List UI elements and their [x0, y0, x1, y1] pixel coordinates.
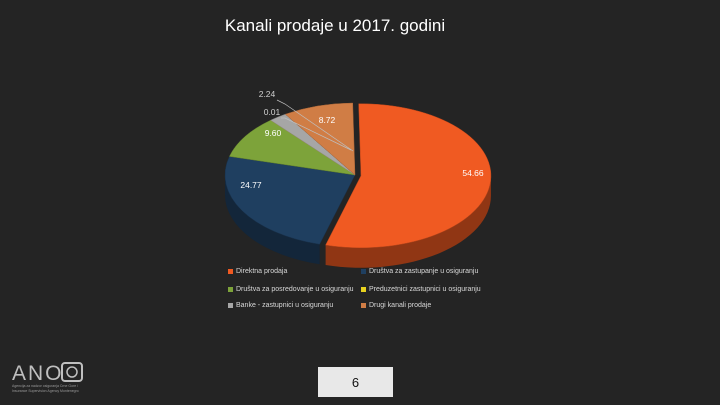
pie-chart: 54.66 24.77 9.60 0.01 2.24 8.72: [224, 89, 492, 268]
pie-slice-side: [225, 175, 320, 265]
pie-slice-side: [325, 175, 491, 268]
data-label: 54.66: [462, 168, 484, 178]
legend-swatch: [361, 303, 366, 308]
legend-label: Preduzetnici zastupnici u osiguranju: [369, 286, 481, 293]
leader-line: [281, 117, 352, 151]
legend-swatch: [228, 269, 233, 274]
legend-label: Banke - zastupnici u osiguranju: [236, 302, 334, 309]
data-label: 0.01: [264, 107, 281, 117]
pie-slice: [325, 103, 492, 249]
legend-swatch: [361, 269, 366, 274]
data-label: 24.77: [240, 180, 262, 190]
pie-slice: [224, 156, 356, 245]
legend-swatch: [228, 287, 233, 292]
legend-item-preduzetnici: Preduzetnici zastupnici u osiguranju: [361, 286, 481, 293]
pie-slice: [229, 119, 356, 176]
ano-logo: [61, 362, 83, 382]
leader-line: [276, 99, 354, 152]
legend-label: Društva za zastupanje u osiguranju: [369, 268, 479, 275]
legend-item-direktna: Direktna prodaja: [228, 268, 287, 275]
legend-item-drugi: Drugi kanali prodaje: [361, 302, 431, 309]
logo-text: ANO: [12, 362, 64, 385]
slide-title: Kanali prodaje u 2017. godini: [224, 16, 446, 35]
legend-label: Drugi kanali prodaje: [369, 302, 432, 309]
pie-slice: [284, 102, 356, 176]
legend-item-posredovanje: Društva za posredovanje u osiguranju: [228, 286, 354, 293]
data-label: 8.72: [319, 115, 336, 125]
legend-swatch: [228, 303, 233, 308]
legend-swatch: [361, 287, 366, 292]
logo-subtitle: Agencija za nadzor osiguranja Crne Gore …: [12, 384, 79, 393]
legend-item-zastupanje: Društva za zastupanje u osiguranju: [361, 268, 478, 275]
data-label: 9.60: [265, 128, 282, 138]
data-label: 2.24: [259, 89, 276, 99]
legend-item-banke: Banke - zastupnici u osiguranju: [228, 302, 333, 309]
legend-label: Direktna prodaja: [236, 268, 288, 275]
legend-label: Društva za posredovanje u osiguranju: [236, 286, 354, 293]
page-number: 6: [318, 367, 393, 397]
